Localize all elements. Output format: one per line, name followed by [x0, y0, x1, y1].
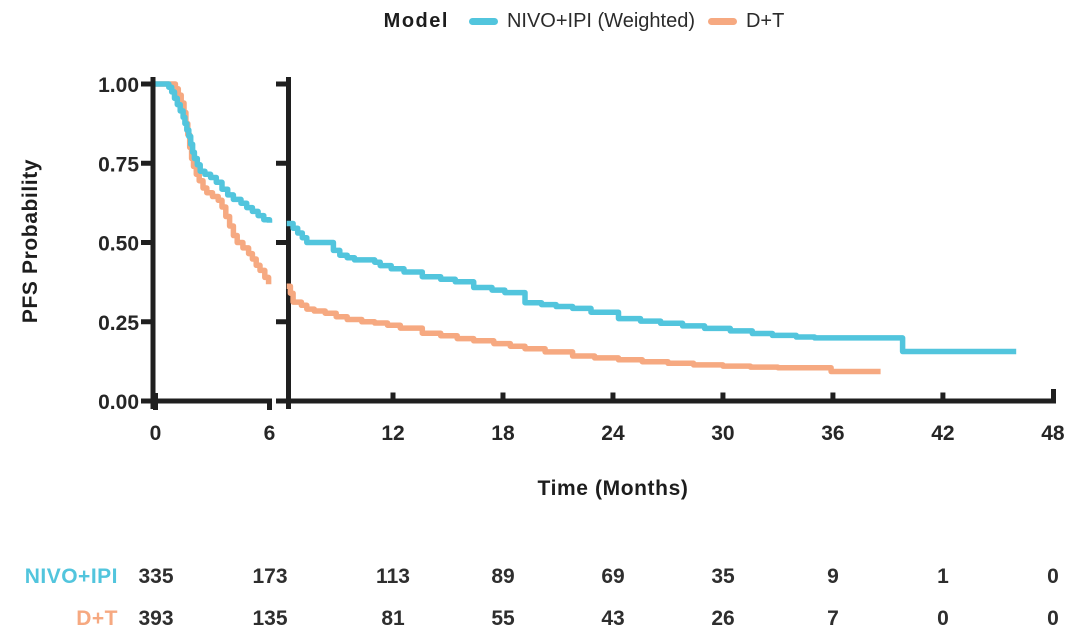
y-tick-label: 1.00 — [98, 74, 139, 97]
risk-row-values-dt: 393 135 81 55 43 26 7 0 0 — [0, 604, 1080, 634]
x-axis-title: Time (Months) — [537, 477, 689, 500]
y-tick-label: 0.50 — [98, 233, 139, 256]
risk-count: 81 — [381, 607, 405, 630]
dt-curve — [155, 81, 272, 285]
risk-count: 135 — [252, 607, 288, 630]
risk-row-label-nivo-ipi: NIVO+IPI — [24, 565, 118, 588]
risk-count: 113 — [376, 565, 410, 588]
nivo-ipi-curve — [155, 81, 273, 223]
dt-line-swatch-icon — [707, 18, 737, 25]
risk-count: 173 — [252, 565, 288, 588]
risk-count: 1 — [937, 565, 949, 588]
x-tick-label: 12 — [381, 422, 404, 445]
risk-count: 26 — [711, 607, 735, 630]
x-tick-label: 6 — [264, 422, 276, 445]
legend-item-dt: D+T — [707, 10, 785, 33]
risk-count: 393 — [138, 607, 174, 630]
survival-curves-canvas: 0 6 12 18 24 30 36 42 48 0.00 0.25 0.50 0.75 1.00 — [98, 74, 1065, 445]
risk-row-label-dt: D+T — [76, 607, 118, 630]
x-tick-label: 18 — [491, 422, 515, 445]
risk-count: 335 — [138, 565, 174, 588]
dt-curve — [286, 283, 881, 375]
x-tick-label: 36 — [821, 422, 844, 445]
risk-count: 55 — [491, 607, 515, 630]
legend: Model NIVO+IPI (Weighted) D+T — [88, 10, 1080, 33]
risk-count: 0 — [1047, 607, 1059, 630]
x-tick-label: 42 — [931, 422, 954, 445]
risk-count: 7 — [827, 607, 839, 630]
risk-count: 69 — [601, 565, 625, 588]
x-tick-label: 24 — [601, 422, 625, 445]
x-tick-label: 48 — [1041, 422, 1065, 445]
risk-count: 9 — [827, 565, 839, 588]
risk-row-values-nivo-ipi: 335 173 113 89 69 35 9 1 0 — [0, 562, 1080, 592]
risk-count: 0 — [937, 607, 949, 630]
x-tick-label: 0 — [150, 422, 162, 445]
y-tick-label: 0.00 — [98, 391, 139, 414]
y-tick-label: 0.75 — [98, 153, 139, 176]
legend-label-nivo-ipi: NIVO+IPI (Weighted) — [506, 10, 695, 32]
legend-title: Model — [383, 10, 449, 32]
nivo-ipi-line-swatch-icon — [468, 18, 498, 25]
risk-count: 0 — [1047, 565, 1059, 588]
x-tick-label: 30 — [711, 422, 734, 445]
risk-count: 89 — [491, 565, 515, 588]
nivo-ipi-curve — [286, 220, 1017, 355]
risk-count: 43 — [601, 607, 625, 630]
legend-item-nivo-ipi: NIVO+IPI (Weighted) — [468, 10, 695, 33]
legend-label-dt: D+T — [745, 10, 785, 32]
risk-table-row-nivo-ipi: NIVO+IPI 335 173 113 89 69 35 9 1 0 — [0, 562, 1080, 592]
risk-count: 35 — [711, 565, 735, 588]
risk-table-row-dt: D+T 393 135 81 55 43 26 7 0 0 — [0, 604, 1080, 634]
y-tick-label: 0.25 — [98, 312, 139, 335]
